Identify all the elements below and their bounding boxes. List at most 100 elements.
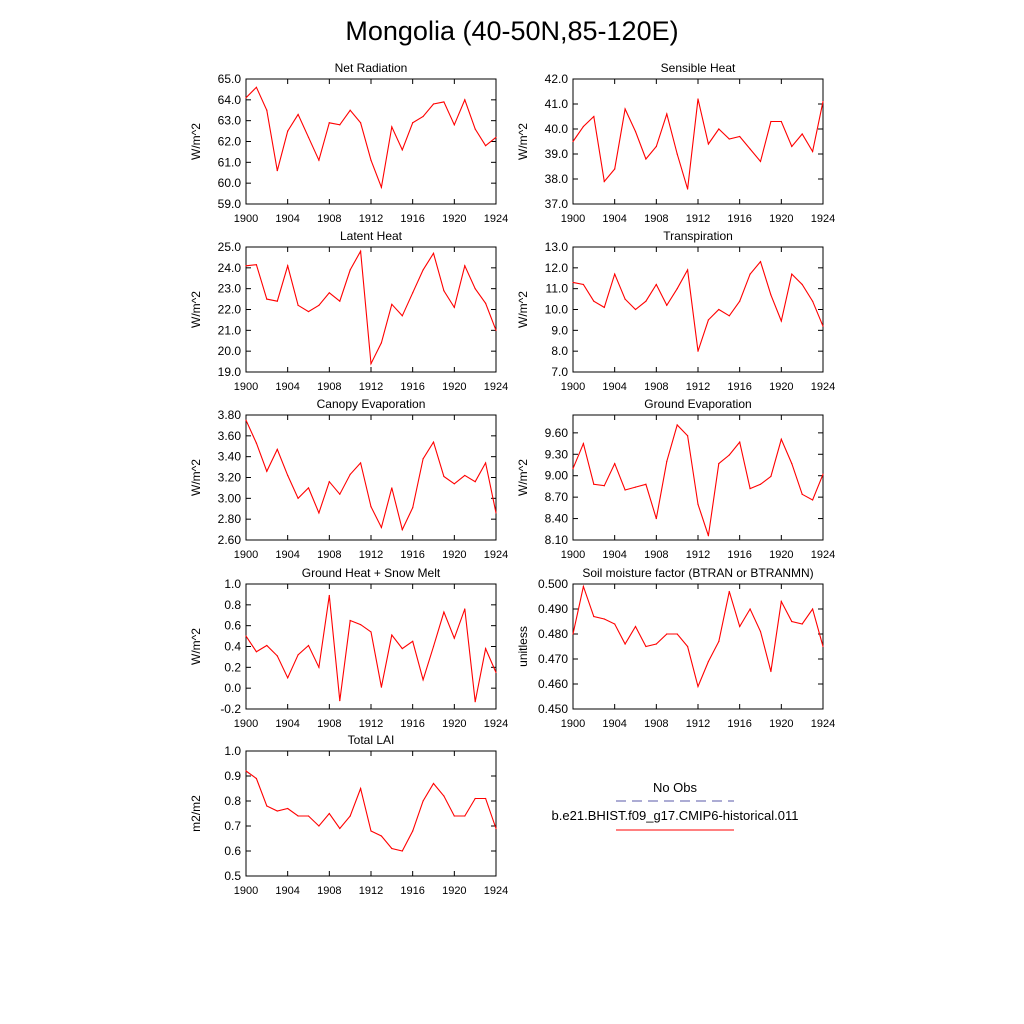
data-point	[245, 265, 247, 267]
data-point	[624, 643, 626, 645]
x-tick-label: 1920	[769, 718, 793, 730]
data-point	[603, 306, 605, 309]
y-tick-label: 9.00	[545, 469, 569, 483]
data-point	[391, 634, 393, 636]
data-point	[801, 493, 803, 495]
y-tick-label: 1.0	[224, 577, 241, 591]
x-tick-label: 1912	[359, 718, 383, 730]
y-tick-label: 60.0	[218, 176, 242, 190]
data-point	[318, 304, 320, 306]
data-point	[359, 250, 362, 252]
legend-obs-label: No Obs	[653, 780, 698, 795]
y-tick-label: 0.450	[538, 702, 568, 716]
x-tick-label: 1924	[811, 213, 835, 225]
data-point	[422, 800, 424, 802]
data-point	[614, 273, 616, 275]
data-point	[686, 188, 689, 190]
data-point	[453, 815, 455, 817]
data-point	[634, 625, 637, 628]
x-tick-label: 1900	[561, 381, 585, 393]
x-tick-label: 1924	[484, 213, 508, 225]
y-tick-label: 12.0	[545, 261, 569, 275]
data-point	[380, 526, 383, 529]
data-point	[453, 483, 455, 485]
data-point	[412, 830, 414, 832]
data-point	[432, 252, 435, 254]
data-point	[318, 159, 320, 161]
y-tick-label: 1.0	[224, 744, 241, 758]
data-point	[370, 830, 372, 832]
y-axis-label: W/m^2	[189, 459, 203, 496]
data-point	[707, 319, 710, 321]
y-tick-label: 63.0	[218, 114, 242, 128]
data-point	[811, 150, 814, 153]
data-point	[759, 630, 762, 633]
data-point	[822, 325, 824, 327]
data-point	[318, 512, 320, 514]
data-point	[307, 487, 310, 489]
data-point	[739, 625, 741, 628]
data-point	[697, 685, 699, 688]
plot-frame	[572, 583, 824, 710]
data-point	[412, 507, 414, 509]
series-line	[572, 98, 824, 190]
y-axis-label: W/m^2	[189, 628, 203, 665]
y-tick-label: 3.60	[218, 429, 242, 443]
data-point	[380, 835, 383, 837]
x-tick-label: 1916	[400, 381, 424, 393]
x-tick-label: 1920	[442, 885, 466, 897]
panel-latent-heat: Latent Heat 19.0 20.0 21.0 22.0 23.0 24.0 25.0 1…	[189, 229, 508, 393]
y-axis-label: W/m^2	[516, 291, 530, 328]
x-tick-label: 1904	[602, 549, 626, 561]
data-point	[634, 130, 637, 133]
data-point	[655, 145, 657, 148]
x-tick-label: 1904	[602, 718, 626, 730]
y-tick-label: 0.500	[538, 577, 568, 591]
data-point	[443, 475, 445, 478]
data-point	[412, 292, 414, 294]
data-point	[791, 462, 793, 465]
data-point	[401, 149, 403, 151]
x-tick-label: 1908	[317, 885, 341, 897]
data-point	[572, 281, 574, 284]
x-tick-label: 1908	[644, 718, 668, 730]
data-point	[464, 608, 466, 610]
y-tick-label: 9.0	[551, 323, 568, 337]
data-point	[391, 847, 393, 850]
y-axis-label: m2/m2	[189, 795, 203, 832]
data-point	[495, 136, 497, 138]
data-point	[328, 481, 330, 483]
data-point	[718, 462, 720, 465]
y-tick-label: 65.0	[218, 72, 242, 86]
plot-frame	[572, 246, 824, 373]
x-tick-label: 1916	[400, 549, 424, 561]
data-point	[349, 473, 351, 475]
data-point	[307, 815, 310, 817]
data-point	[801, 133, 803, 135]
y-tick-label: 13.0	[545, 240, 569, 254]
data-point	[474, 288, 476, 290]
y-tick-label: 38.0	[545, 172, 569, 186]
x-tick-label: 1908	[317, 381, 341, 393]
data-point	[603, 618, 605, 620]
data-point	[676, 288, 678, 290]
data-point	[718, 640, 720, 643]
data-point	[728, 138, 730, 140]
data-point	[811, 608, 814, 610]
y-axis-label: W/m^2	[189, 123, 203, 160]
x-tick-label: 1900	[561, 213, 585, 225]
x-tick-label: 1912	[686, 549, 710, 561]
data-point	[287, 677, 289, 679]
x-tick-label: 1908	[317, 718, 341, 730]
data-point	[432, 782, 435, 785]
y-tick-label: 0.480	[538, 627, 568, 641]
y-tick-label: 3.40	[218, 450, 242, 464]
data-point	[686, 269, 689, 271]
data-point	[484, 647, 487, 650]
data-point	[666, 460, 668, 463]
x-tick-label: 1912	[359, 549, 383, 561]
x-tick-label: 1904	[602, 213, 626, 225]
data-point	[495, 512, 497, 514]
x-tick-label: 1908	[317, 549, 341, 561]
x-tick-label: 1900	[234, 213, 258, 225]
